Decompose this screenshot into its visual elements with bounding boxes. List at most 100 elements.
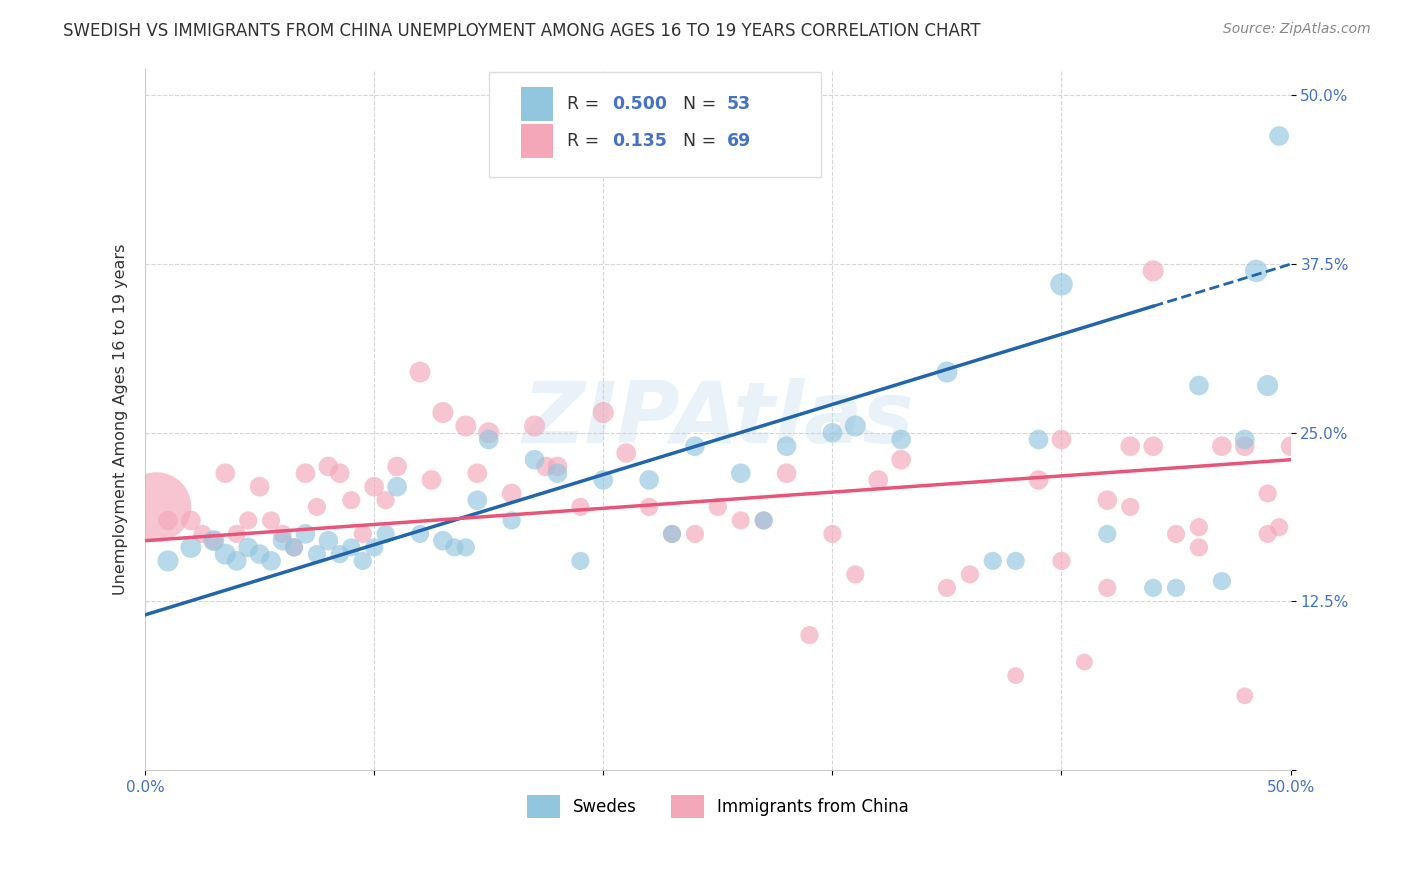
Point bbox=[1050, 554, 1073, 568]
Point bbox=[752, 513, 775, 527]
Point bbox=[1233, 439, 1256, 453]
Point bbox=[1268, 128, 1291, 143]
Point bbox=[329, 467, 352, 481]
Text: 69: 69 bbox=[727, 132, 751, 150]
Point bbox=[191, 527, 214, 541]
Point bbox=[225, 527, 247, 541]
Point bbox=[730, 513, 752, 527]
Point bbox=[592, 405, 614, 419]
Text: Source: ZipAtlas.com: Source: ZipAtlas.com bbox=[1223, 22, 1371, 37]
Point bbox=[318, 533, 340, 548]
Point bbox=[180, 513, 202, 527]
Point bbox=[1028, 473, 1050, 487]
Point bbox=[454, 419, 477, 434]
Point bbox=[592, 473, 614, 487]
Point bbox=[890, 433, 912, 447]
Legend: Swedes, Immigrants from China: Swedes, Immigrants from China bbox=[520, 788, 915, 825]
Point bbox=[238, 513, 260, 527]
Text: N =: N = bbox=[683, 95, 723, 113]
Point bbox=[1004, 668, 1026, 682]
Point bbox=[385, 480, 408, 494]
Point bbox=[1164, 527, 1187, 541]
Point bbox=[1097, 581, 1119, 595]
Point bbox=[374, 493, 396, 508]
Point bbox=[409, 527, 432, 541]
Point bbox=[202, 533, 225, 548]
Point bbox=[981, 554, 1004, 568]
Point bbox=[821, 425, 844, 440]
Point bbox=[1004, 554, 1026, 568]
Point bbox=[294, 527, 316, 541]
Point bbox=[260, 513, 283, 527]
Point bbox=[1097, 493, 1119, 508]
Point bbox=[1233, 433, 1256, 447]
Text: R =: R = bbox=[567, 95, 605, 113]
Point bbox=[1211, 439, 1233, 453]
Point bbox=[180, 541, 202, 555]
Point bbox=[1142, 439, 1164, 453]
Point bbox=[225, 554, 247, 568]
Point bbox=[614, 446, 637, 460]
Point bbox=[1257, 527, 1279, 541]
Point bbox=[214, 547, 236, 561]
Point bbox=[844, 567, 866, 582]
Point bbox=[271, 533, 294, 548]
Point bbox=[683, 439, 706, 453]
Point bbox=[340, 493, 363, 508]
Point bbox=[1073, 655, 1095, 669]
FancyBboxPatch shape bbox=[520, 87, 553, 121]
Point bbox=[465, 467, 488, 481]
Point bbox=[249, 480, 271, 494]
Point bbox=[546, 467, 568, 481]
Point bbox=[936, 365, 959, 379]
Point bbox=[352, 527, 374, 541]
FancyBboxPatch shape bbox=[520, 124, 553, 158]
Point bbox=[799, 628, 821, 642]
Point bbox=[638, 500, 661, 514]
Point bbox=[775, 467, 797, 481]
Point bbox=[1164, 581, 1187, 595]
Point bbox=[363, 480, 385, 494]
Point bbox=[523, 419, 546, 434]
Point bbox=[238, 541, 260, 555]
Point bbox=[260, 554, 283, 568]
Point bbox=[1097, 527, 1119, 541]
Point bbox=[1050, 433, 1073, 447]
Point bbox=[454, 541, 477, 555]
Point bbox=[523, 452, 546, 467]
Point bbox=[890, 452, 912, 467]
Point bbox=[1211, 574, 1233, 589]
Point bbox=[363, 541, 385, 555]
Point bbox=[546, 459, 568, 474]
Point bbox=[1244, 264, 1267, 278]
Point bbox=[661, 527, 683, 541]
Point bbox=[1119, 439, 1142, 453]
Point bbox=[465, 493, 488, 508]
Point bbox=[420, 473, 443, 487]
Point bbox=[1050, 277, 1073, 292]
Point bbox=[478, 433, 501, 447]
Point bbox=[1188, 378, 1211, 392]
Point bbox=[501, 513, 523, 527]
Point bbox=[1119, 500, 1142, 514]
Point bbox=[683, 527, 706, 541]
Text: 0.500: 0.500 bbox=[613, 95, 668, 113]
Text: R =: R = bbox=[567, 132, 610, 150]
Point bbox=[249, 547, 271, 561]
Point bbox=[844, 419, 866, 434]
Point bbox=[1279, 439, 1302, 453]
Point bbox=[638, 473, 661, 487]
Point bbox=[145, 500, 167, 514]
Point bbox=[569, 500, 592, 514]
Point bbox=[569, 554, 592, 568]
Point bbox=[156, 554, 179, 568]
Point bbox=[294, 467, 316, 481]
Point bbox=[1142, 264, 1164, 278]
Point bbox=[283, 541, 305, 555]
Point bbox=[318, 459, 340, 474]
Point bbox=[1268, 520, 1291, 534]
Point bbox=[305, 547, 328, 561]
Text: 0.135: 0.135 bbox=[613, 132, 668, 150]
Point bbox=[156, 513, 179, 527]
Point bbox=[374, 527, 396, 541]
